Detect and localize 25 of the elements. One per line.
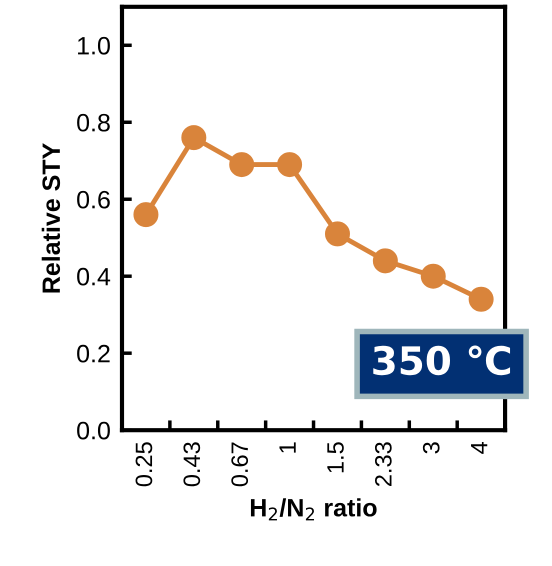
point: [133, 202, 158, 228]
x-tick-label: 0.25: [136, 442, 152, 486]
y-axis-title: Relative STY: [42, 143, 60, 293]
x-tick-label: 3: [422, 442, 440, 454]
y-tick-label: 0.4: [77, 268, 110, 286]
x-axis-title: H$_{2}$/N$_{2}$ ratio: [250, 498, 377, 520]
point: [468, 286, 494, 312]
y-tick-label: 0.2: [77, 344, 110, 362]
x-tick-label: 1: [279, 442, 296, 453]
x-tick-label: 2.33: [374, 442, 392, 486]
point: [229, 152, 254, 178]
point: [372, 248, 398, 274]
y-tick-label: 0.8: [77, 114, 110, 132]
point: [181, 125, 206, 150]
x-tick-label: 1.5: [327, 442, 344, 472]
x-tick-label: 0.67: [231, 442, 248, 486]
point: [277, 152, 302, 178]
y-tick-label: 1.0: [78, 36, 110, 55]
x-tick-label: 4: [471, 442, 488, 454]
point: [420, 264, 446, 289]
y-tick-label: 0.6: [77, 190, 110, 209]
annotation: 350 ℃: [373, 346, 510, 376]
y-tick-label: 0.0: [77, 422, 110, 440]
x-tick-label: 0.43: [183, 442, 200, 486]
point: [324, 221, 350, 246]
